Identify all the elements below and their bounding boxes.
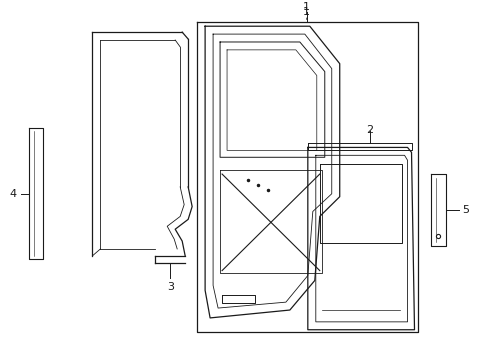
Text: 1: 1 — [303, 8, 310, 18]
Text: 1: 1 — [303, 3, 310, 19]
Text: 5: 5 — [462, 204, 468, 215]
Text: 4: 4 — [9, 189, 17, 199]
Text: 2: 2 — [366, 125, 372, 135]
Text: 3: 3 — [166, 283, 173, 292]
